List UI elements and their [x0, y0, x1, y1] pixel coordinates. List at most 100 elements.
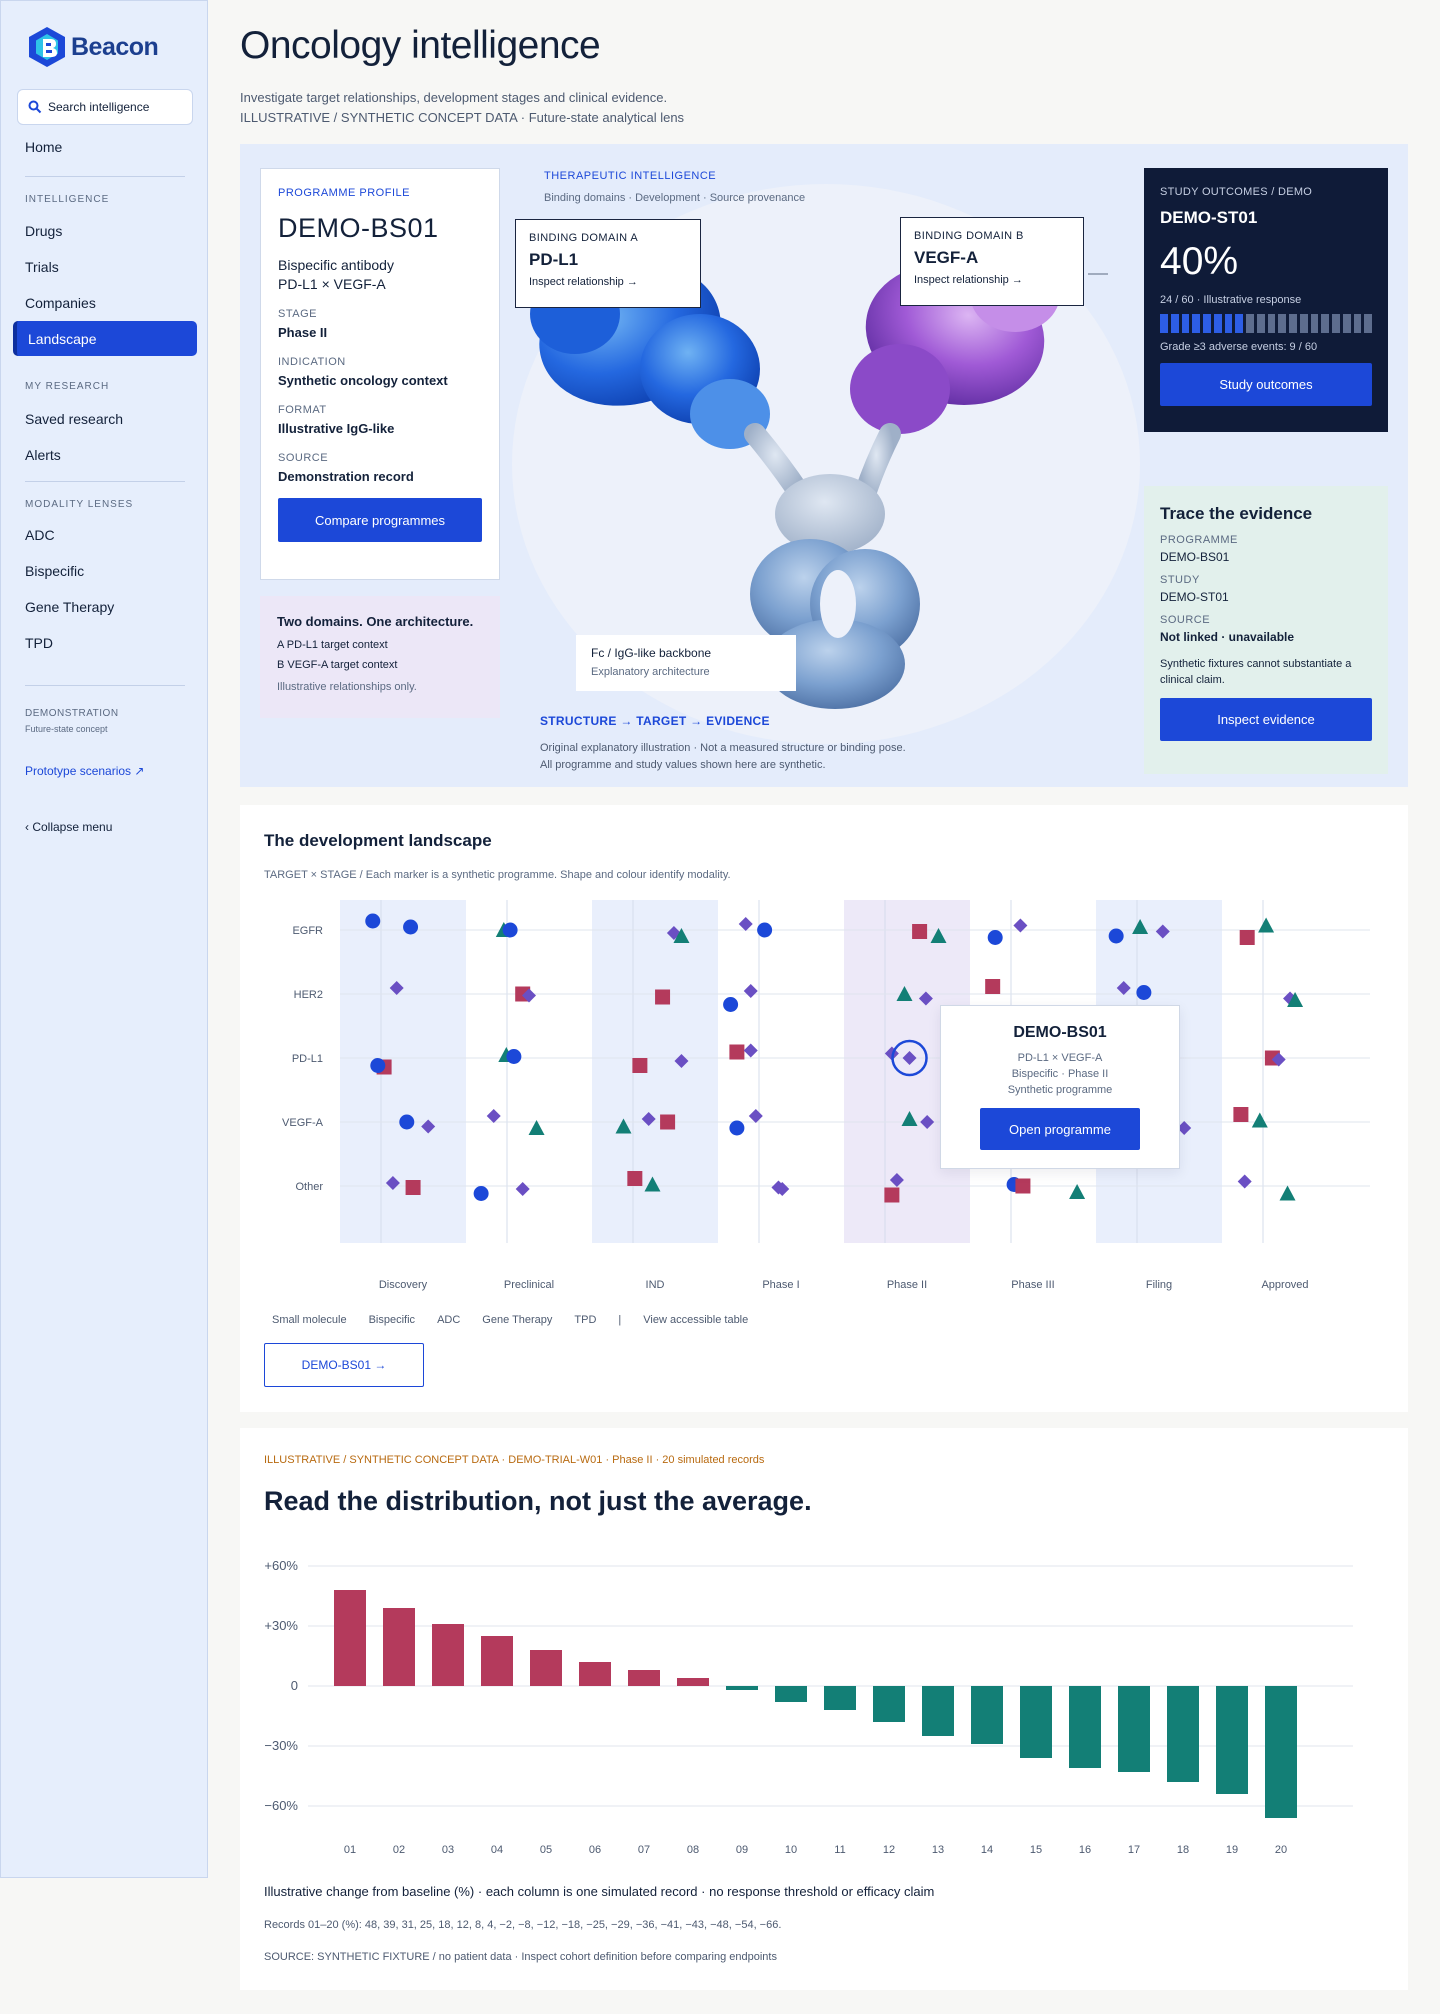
record-bar[interactable] [824, 1686, 856, 1710]
programme-marker[interactable] [486, 1109, 501, 1123]
programme-marker[interactable] [473, 1186, 489, 1201]
programme-marker[interactable] [1279, 1185, 1296, 1201]
sidebar-item-trials[interactable]: Trials [25, 259, 59, 275]
open-programme-button[interactable]: Open programme [980, 1108, 1140, 1150]
brand-logo[interactable]: Beacon [27, 25, 159, 69]
programme-marker[interactable] [502, 922, 518, 938]
collapse-menu-button[interactable]: ‹ Collapse menu [25, 820, 113, 834]
record-bar[interactable] [1265, 1686, 1297, 1818]
programme-marker[interactable] [1237, 1174, 1252, 1189]
sidebar-item-alerts[interactable]: Alerts [25, 447, 61, 463]
programme-marker[interactable] [632, 1058, 648, 1073]
programme-marker[interactable] [729, 1044, 745, 1060]
sidebar-item-saved-research[interactable]: Saved research [25, 411, 124, 427]
programme-marker[interactable] [1155, 924, 1170, 939]
programme-marker[interactable] [615, 1118, 632, 1134]
study-outcomes-button[interactable]: Study outcomes [1160, 363, 1372, 406]
programme-marker[interactable] [901, 1111, 918, 1126]
programme-marker[interactable] [405, 1180, 421, 1195]
programme-marker[interactable] [1013, 918, 1028, 933]
programme-marker[interactable] [889, 1173, 904, 1187]
programme-marker[interactable] [641, 1112, 656, 1126]
binding-domain-a-card[interactable]: BINDING DOMAIN A PD-L1 Inspect relations… [515, 219, 701, 308]
programme-marker[interactable] [627, 1171, 643, 1186]
compare-programmes-button[interactable]: Compare programmes [278, 498, 482, 542]
programme-marker[interactable] [930, 928, 947, 943]
record-bar[interactable] [677, 1678, 709, 1686]
programme-marker[interactable] [506, 1049, 522, 1064]
record-bar[interactable] [775, 1686, 807, 1702]
legend-tpd[interactable]: TPD [574, 1314, 597, 1326]
sidebar-item-adc[interactable]: ADC [25, 527, 55, 543]
programme-marker[interactable] [743, 984, 758, 998]
programme-marker[interactable] [674, 1054, 689, 1068]
record-bar[interactable] [1069, 1686, 1101, 1768]
record-bar[interactable] [481, 1636, 513, 1686]
programme-marker[interactable] [403, 919, 419, 935]
programme-marker[interactable] [666, 926, 681, 940]
record-bar[interactable] [579, 1662, 611, 1686]
record-bar[interactable] [432, 1624, 464, 1686]
programme-marker[interactable] [884, 1187, 900, 1203]
programme-marker[interactable] [1132, 919, 1149, 934]
record-bar[interactable] [1118, 1686, 1150, 1772]
programme-marker[interactable] [655, 989, 671, 1005]
legend-gene-therapy[interactable]: Gene Therapy [482, 1314, 553, 1326]
programme-marker[interactable] [1258, 917, 1275, 933]
programme-marker[interactable] [738, 917, 753, 931]
programme-marker[interactable] [902, 1051, 917, 1065]
record-bar[interactable] [383, 1608, 415, 1686]
programme-marker[interactable] [1177, 1121, 1192, 1135]
sidebar-item-landscape[interactable]: Landscape [13, 321, 197, 356]
programme-marker[interactable] [365, 913, 381, 929]
binding-domain-b-card[interactable]: BINDING DOMAIN B VEGF-A Inspect relation… [900, 217, 1084, 306]
programme-marker[interactable] [1015, 1178, 1031, 1194]
programme-marker[interactable] [757, 922, 773, 938]
programme-marker[interactable] [918, 991, 933, 1006]
programme-marker[interactable] [743, 1043, 758, 1058]
programme-marker[interactable] [896, 986, 913, 1001]
programme-marker[interactable] [660, 1114, 676, 1130]
legend-adc[interactable]: ADC [437, 1314, 461, 1326]
programme-marker[interactable] [729, 1120, 745, 1136]
programme-marker[interactable] [515, 1182, 530, 1196]
programme-marker[interactable] [421, 1119, 436, 1134]
record-bar[interactable] [1020, 1686, 1052, 1758]
record-bar[interactable] [1216, 1686, 1248, 1794]
programme-marker[interactable] [1239, 930, 1255, 945]
programme-marker[interactable] [987, 930, 1003, 945]
record-bar[interactable] [530, 1650, 562, 1686]
domain-a-link[interactable]: Inspect relationship → [529, 276, 638, 288]
record-bar[interactable] [922, 1686, 954, 1736]
record-bar[interactable] [726, 1686, 758, 1690]
inspect-evidence-button[interactable]: Inspect evidence [1160, 698, 1372, 741]
prototype-scenarios-link[interactable]: Prototype scenarios ↗ [25, 764, 145, 778]
programme-marker[interactable] [912, 924, 928, 939]
sidebar-item-bispecific[interactable]: Bispecific [25, 563, 85, 579]
record-bar[interactable] [334, 1590, 366, 1686]
view-accessible-table-link[interactable]: View accessible table [643, 1314, 749, 1326]
programme-marker[interactable] [1069, 1184, 1086, 1199]
programme-marker[interactable] [920, 1115, 935, 1129]
programme-marker[interactable] [1287, 992, 1304, 1007]
programme-marker[interactable] [370, 1058, 386, 1073]
programme-marker[interactable] [673, 928, 690, 943]
programme-marker[interactable] [723, 997, 739, 1012]
sidebar-item-companies[interactable]: Companies [25, 295, 96, 311]
programme-marker[interactable] [985, 979, 1001, 994]
sidebar-item-tpd[interactable]: TPD [25, 635, 53, 651]
domain-b-link[interactable]: Inspect relationship → [914, 274, 1023, 286]
programme-marker[interactable] [1116, 981, 1131, 995]
programme-marker[interactable] [1271, 1052, 1286, 1067]
programme-marker[interactable] [389, 981, 404, 995]
programme-marker[interactable] [522, 988, 536, 1003]
programme-marker[interactable] [748, 1109, 763, 1123]
record-bar[interactable] [1167, 1686, 1199, 1782]
programme-marker[interactable] [1251, 1112, 1268, 1128]
sidebar-item-gene-therapy[interactable]: Gene Therapy [25, 599, 115, 615]
programme-marker[interactable] [1136, 985, 1152, 1000]
programme-marker[interactable] [644, 1176, 661, 1192]
record-bar[interactable] [873, 1686, 905, 1722]
record-bar[interactable] [628, 1670, 660, 1686]
legend-bispecific[interactable]: Bispecific [368, 1314, 416, 1326]
